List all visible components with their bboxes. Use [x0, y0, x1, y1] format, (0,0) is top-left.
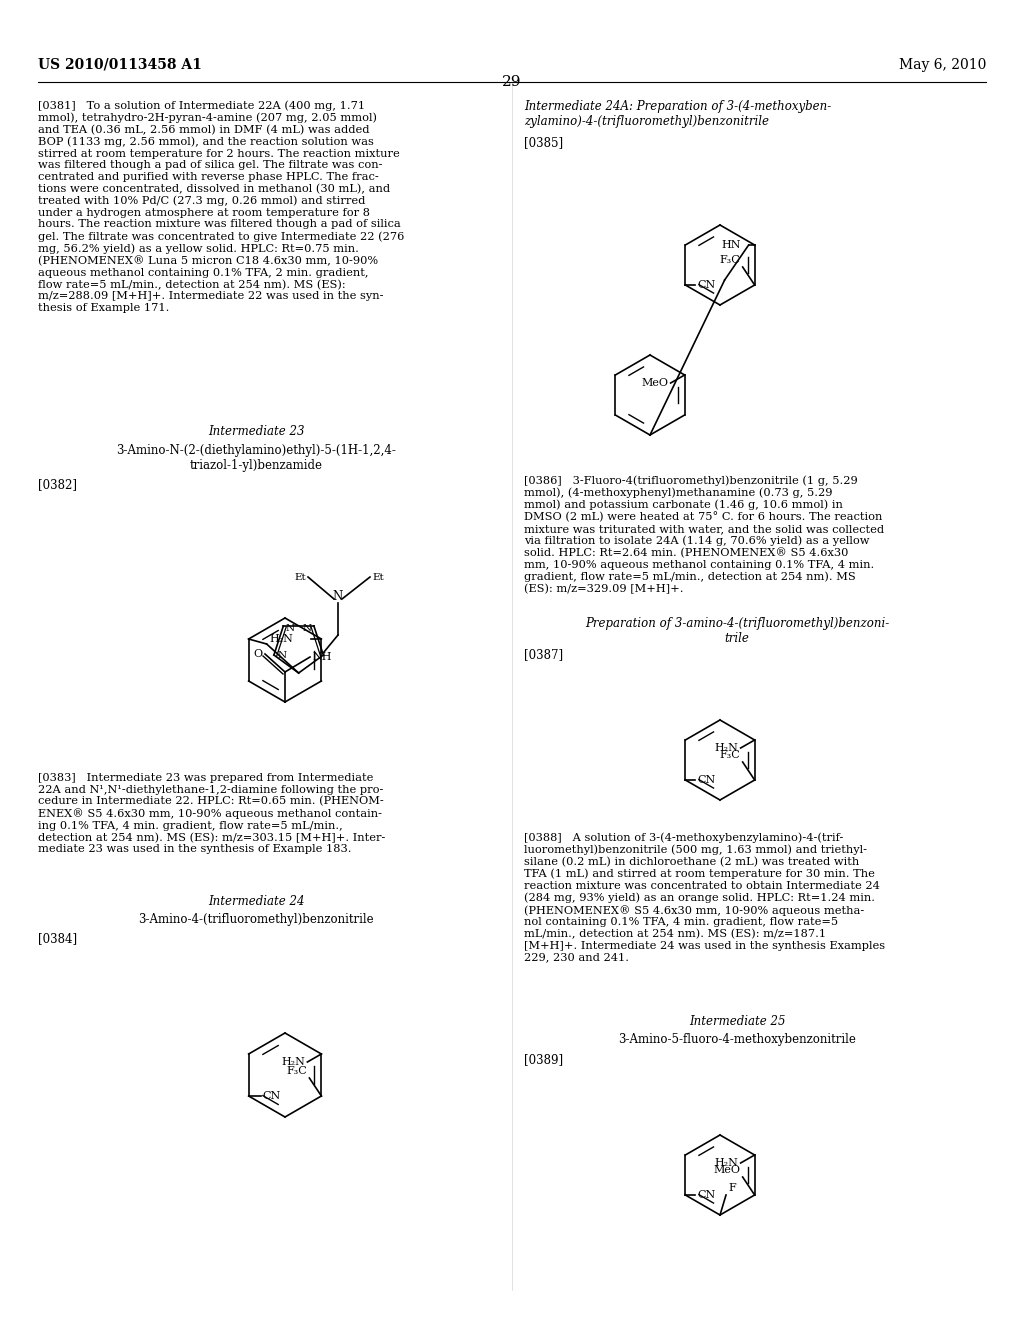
Text: [0382]: [0382]	[38, 478, 77, 491]
Text: H₂N: H₂N	[269, 634, 293, 644]
Text: CN: CN	[697, 775, 716, 785]
Text: Intermediate 24A: Preparation of 3-(4-methoxyben-: Intermediate 24A: Preparation of 3-(4-me…	[524, 100, 831, 114]
Text: MeO: MeO	[642, 378, 669, 388]
Text: CN: CN	[262, 1092, 281, 1101]
Text: H₂N: H₂N	[282, 1057, 305, 1067]
Text: [0381]   To a solution of Intermediate 22A (400 mg, 1.71
mmol), tetrahydro-2H-py: [0381] To a solution of Intermediate 22A…	[38, 100, 404, 313]
Text: N: N	[333, 590, 343, 603]
Text: [0388]   A solution of 3-(4-methoxybenzylamino)-4-(trif-
luoromethyl)benzonitril: [0388] A solution of 3-(4-methoxybenzyla…	[524, 832, 885, 962]
Text: triazol-1-yl)benzamide: triazol-1-yl)benzamide	[189, 459, 323, 473]
Text: F₃C: F₃C	[720, 255, 740, 265]
Text: [0385]: [0385]	[524, 136, 563, 149]
Text: Preparation of 3-amino-4-(trifluoromethyl)benzoni-: Preparation of 3-amino-4-(trifluoromethy…	[585, 616, 889, 630]
Text: N: N	[278, 651, 287, 660]
Text: F₃C: F₃C	[720, 750, 740, 760]
Text: [0386]   3-Fluoro-4(trifluoromethyl)benzonitrile (1 g, 5.29
mmol), (4-methoxyphe: [0386] 3-Fluoro-4(trifluoromethyl)benzon…	[524, 475, 884, 594]
Text: 3-Amino-5-fluoro-4-methoxybenzonitrile: 3-Amino-5-fluoro-4-methoxybenzonitrile	[618, 1034, 856, 1045]
Text: F₃C: F₃C	[287, 1067, 307, 1076]
Text: H₂N: H₂N	[715, 1158, 738, 1168]
Text: MeO: MeO	[714, 1166, 740, 1175]
Text: Intermediate 23: Intermediate 23	[208, 425, 304, 438]
Text: 29: 29	[502, 75, 522, 88]
Text: Intermediate 25: Intermediate 25	[689, 1015, 785, 1028]
Text: [0383]   Intermediate 23 was prepared from Intermediate
22A and N¹,N¹-diethyleth: [0383] Intermediate 23 was prepared from…	[38, 774, 385, 854]
Text: N: N	[303, 624, 312, 634]
Text: 3-Amino-N-(2-(diethylamino)ethyl)-5-(1H-1,2,4-: 3-Amino-N-(2-(diethylamino)ethyl)-5-(1H-…	[116, 444, 396, 457]
Text: Et: Et	[372, 573, 384, 582]
Text: NH: NH	[312, 652, 332, 663]
Text: [0389]: [0389]	[524, 1053, 563, 1067]
Text: May 6, 2010: May 6, 2010	[899, 58, 986, 73]
Text: [0387]: [0387]	[524, 648, 563, 661]
Text: trile: trile	[725, 632, 750, 645]
Text: O: O	[254, 649, 263, 659]
Text: CN: CN	[697, 280, 716, 290]
Text: [0384]: [0384]	[38, 932, 77, 945]
Text: US 2010/0113458 A1: US 2010/0113458 A1	[38, 58, 202, 73]
Text: 3-Amino-4-(trifluoromethyl)benzonitrile: 3-Amino-4-(trifluoromethyl)benzonitrile	[138, 913, 374, 927]
Text: H₂N: H₂N	[715, 743, 738, 752]
Text: N: N	[286, 624, 295, 634]
Text: CN: CN	[697, 1191, 716, 1200]
Text: Et: Et	[294, 573, 306, 582]
Text: zylamino)-4-(trifluoromethyl)benzonitrile: zylamino)-4-(trifluoromethyl)benzonitril…	[524, 115, 769, 128]
Text: Intermediate 24: Intermediate 24	[208, 895, 304, 908]
Text: F: F	[728, 1183, 736, 1193]
Text: HN: HN	[721, 240, 740, 249]
